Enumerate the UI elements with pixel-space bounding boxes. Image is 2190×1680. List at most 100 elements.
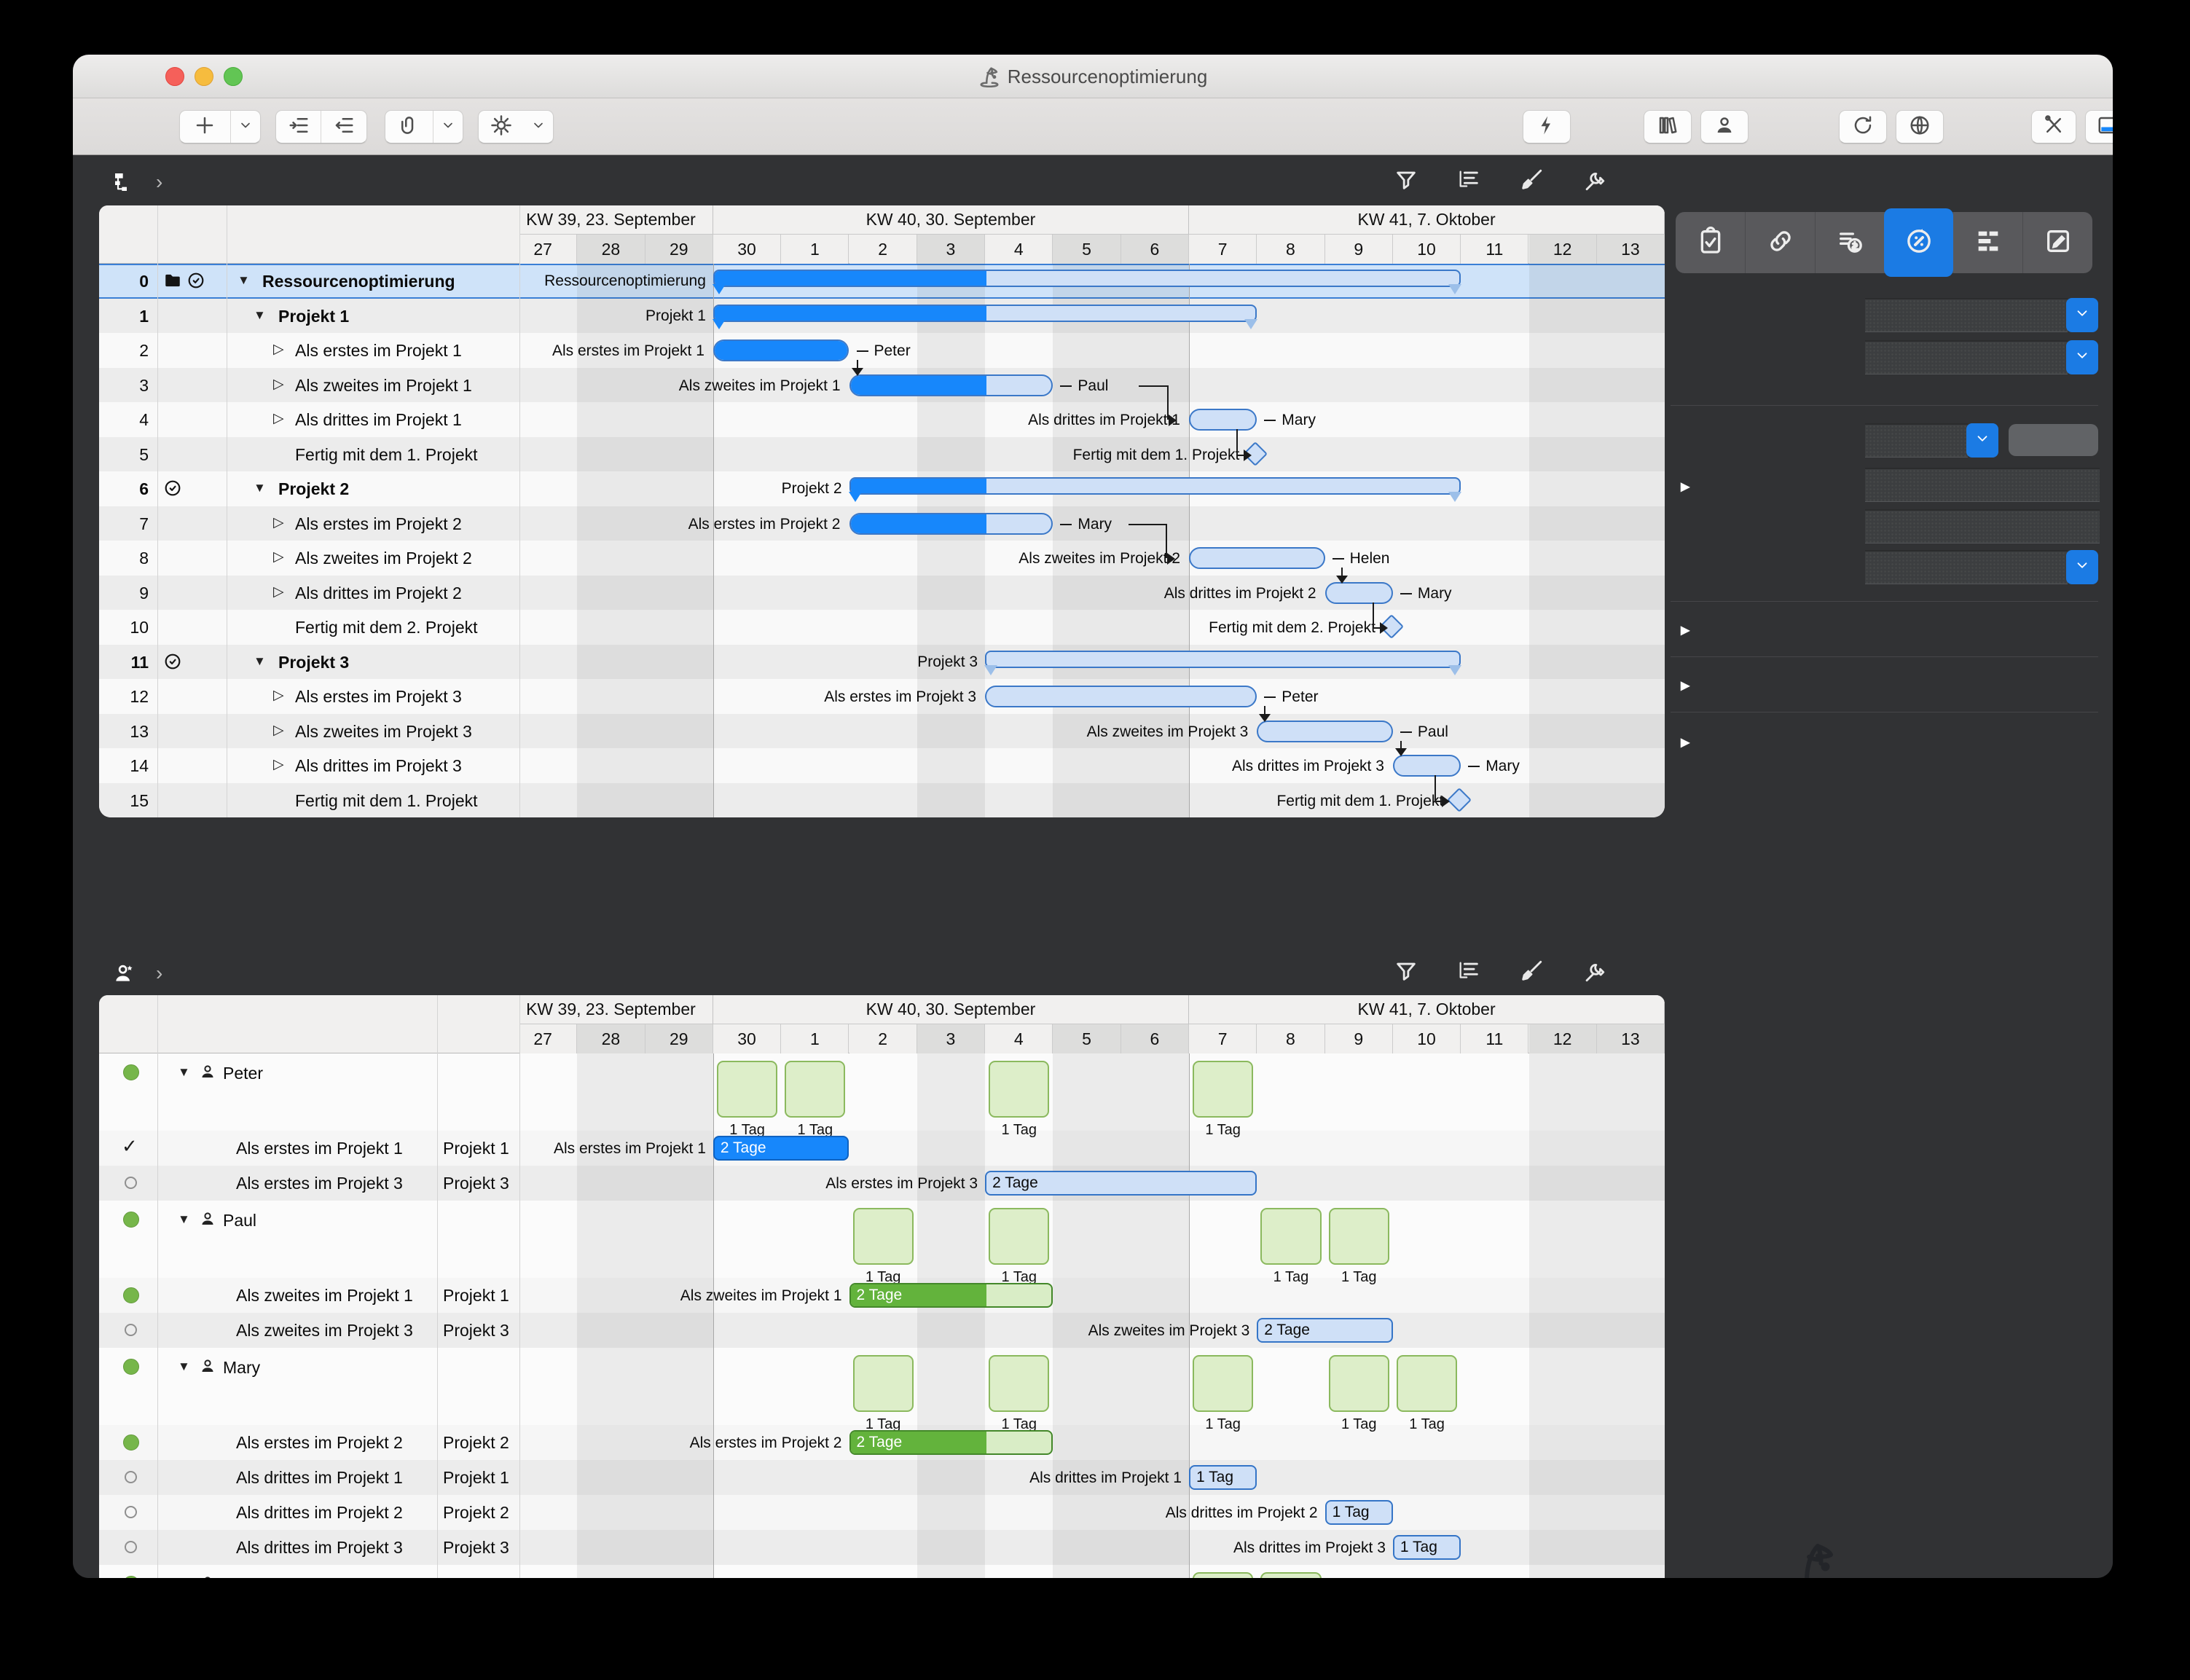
section-geplant[interactable]: ▶ [1681,731,1698,751]
task-title[interactable]: Fertig mit dem 2. Projekt [295,618,478,637]
attach-options-button[interactable] [433,111,463,143]
task-bar[interactable] [1189,409,1257,431]
day-header[interactable]: 30 [713,1024,782,1053]
erledigt-field[interactable] [1865,423,1968,458]
task-bar[interactable] [713,339,849,361]
set-100-button[interactable] [2009,424,2098,456]
day-header[interactable]: 6 [1120,1024,1189,1053]
settings-control[interactable] [478,110,554,144]
day-header[interactable]: 4 [985,235,1053,264]
day-header[interactable]: 5 [1053,235,1121,264]
assignment-row[interactable] [99,1313,1665,1348]
day-header[interactable]: 5 [1053,1024,1121,1053]
week-header[interactable]: KW 39, 23. September [519,205,713,235]
day-header[interactable]: 9 [1324,235,1393,264]
workload-cell[interactable] [852,1355,914,1412]
task-bar[interactable] [849,512,1053,535]
day-header[interactable]: 1 [781,235,849,264]
sync-control[interactable] [1839,110,1887,144]
resources-button[interactable] [1701,111,1748,143]
summary-bar[interactable] [713,304,1257,322]
verbleibend-field[interactable] [1865,509,2100,543]
workload-cell[interactable] [1193,1061,1254,1118]
day-header[interactable]: 10 [1392,1024,1461,1053]
task-title[interactable]: Als drittes im Projekt 3 [295,756,462,775]
workload-cell[interactable] [989,1061,1050,1118]
assignment-bar[interactable]: 1 Tag [1392,1535,1461,1560]
workload-cell[interactable] [1328,1208,1389,1265]
section-erwartet[interactable]: ▶ [1681,674,1698,694]
day-header[interactable]: 2 [849,1024,917,1053]
start-field-dropdown-button[interactable] [2066,298,2098,332]
end-field-dropdown-button[interactable] [2066,340,2098,374]
attach-control[interactable] [385,110,463,144]
layout-control[interactable] [2085,110,2113,144]
add-control[interactable] [179,110,261,144]
assignment-title[interactable]: Als erstes im Projekt 3 [236,1174,403,1193]
link-tab[interactable] [1745,212,1815,273]
add-button[interactable] [180,111,230,143]
workload-cell[interactable] [1193,1355,1254,1412]
day-header[interactable]: 8 [1257,235,1325,264]
workload-cell[interactable] [1260,1208,1322,1265]
collapse-arrow-icon[interactable] [178,1065,190,1080]
resource-name[interactable]: Paul [223,1211,257,1230]
library-control[interactable] [1644,110,1692,144]
wrench-button[interactable] [1582,959,1606,989]
task-bar[interactable] [985,686,1257,707]
task-title[interactable]: Ressourcenoptimierung [262,272,455,291]
wrench-button[interactable] [1582,168,1606,197]
resources-control[interactable] [1700,110,1749,144]
summary-bar[interactable] [713,270,1461,287]
assignment-title[interactable]: Als erstes im Projekt 2 [236,1433,403,1452]
task-title[interactable]: Als zweites im Projekt 3 [295,721,472,741]
assignment-row[interactable] [99,1166,1665,1201]
day-header[interactable]: 6 [1120,235,1189,264]
task-row[interactable] [99,402,1665,437]
summary-bar[interactable] [985,650,1461,668]
task-title[interactable]: Fertig mit dem 1. Projekt [295,444,478,464]
day-header[interactable]: 3 [917,1024,986,1053]
task-row[interactable] [99,782,1665,817]
structure-breadcrumb[interactable]: › [112,159,173,205]
network-button[interactable] [1896,111,1943,143]
zoom-button[interactable] [224,67,243,86]
day-header[interactable]: 29 [645,235,713,264]
week-header[interactable]: KW 41, 7. Oktober [1189,995,1665,1024]
collapse-arrow-icon[interactable] [178,1212,190,1227]
outdent-button[interactable] [321,111,366,143]
task-row[interactable] [99,541,1665,576]
workload-cell[interactable] [989,1208,1050,1265]
funnel-button[interactable] [1394,959,1418,989]
assignment-title[interactable]: Als zweites im Projekt 1 [236,1286,413,1305]
workload-cell[interactable] [989,1355,1050,1412]
task-title[interactable]: Als erstes im Projekt 2 [295,514,462,533]
tools-button[interactable] [2032,111,2076,143]
tools-control[interactable] [2031,110,2076,144]
day-header[interactable]: 9 [1324,1024,1393,1053]
collapse-arrow-icon[interactable] [178,1359,190,1374]
task-title[interactable]: Fertig mit dem 1. Projekt [295,790,478,810]
day-header[interactable]: 13 [1596,1024,1665,1053]
task-title[interactable]: Projekt 2 [278,479,350,498]
task-row[interactable] [99,679,1665,714]
assignment-bar[interactable]: 2 Tage [1257,1318,1393,1343]
actuals-tab[interactable] [1884,208,1953,277]
task-title[interactable]: Als drittes im Projekt 1 [295,410,462,429]
brush-button[interactable] [1519,168,1544,197]
assignment-title[interactable]: Als drittes im Projekt 1 [236,1468,403,1487]
assignment-title[interactable]: Als drittes im Projekt 2 [236,1503,403,1522]
collapse-arrow-icon[interactable] [254,481,266,495]
milestone-icon[interactable] [1447,787,1472,812]
arbeit-field[interactable] [1865,468,2100,502]
day-header[interactable]: 28 [577,235,645,264]
zap-control[interactable] [1523,110,1571,144]
indent-button[interactable] [276,111,321,143]
day-header[interactable]: 7 [1189,235,1257,264]
task-bar[interactable] [1324,581,1393,604]
assignment-bar[interactable]: 2 Tage [985,1171,1257,1196]
day-header[interactable]: 11 [1461,235,1529,264]
day-header[interactable]: 8 [1257,1024,1325,1053]
week-header[interactable]: KW 41, 7. Oktober [1189,205,1665,235]
week-header[interactable]: KW 40, 30. September [713,995,1189,1024]
